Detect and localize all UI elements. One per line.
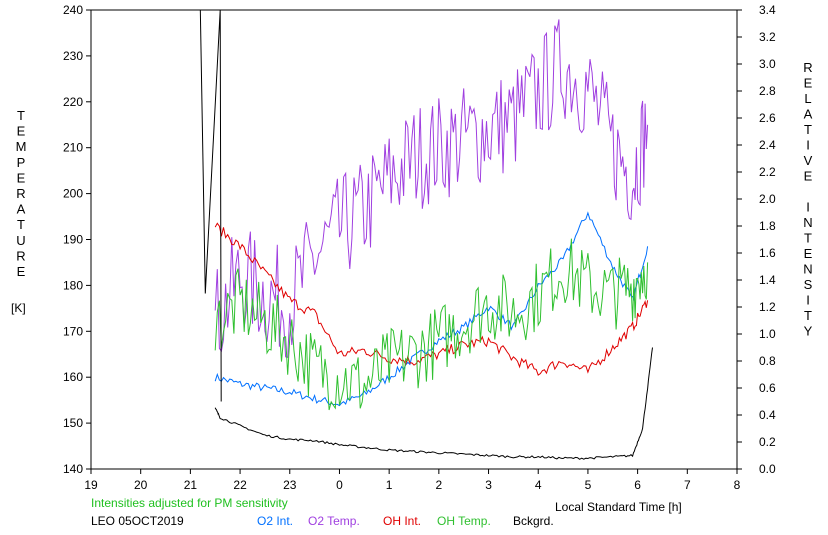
x-tick-label: 8 xyxy=(734,478,741,492)
right-tick-label: 0.0 xyxy=(759,462,776,476)
right-tick-label: 1.8 xyxy=(759,219,776,233)
right-tick-label: 0.2 xyxy=(759,435,776,449)
x-tick-label: 0 xyxy=(336,478,343,492)
left-tick-label: 210 xyxy=(63,141,83,155)
right-axis-title-letter: A xyxy=(804,107,813,122)
series-line-o2-temp- xyxy=(214,19,649,359)
x-tick-label: 3 xyxy=(485,478,492,492)
left-tick-label: 190 xyxy=(63,233,83,247)
x-tick-label: 22 xyxy=(233,478,247,492)
left-axis-title-letter: E xyxy=(17,170,26,185)
left-axis-title-letter: T xyxy=(17,217,25,232)
left-axis-title-letter: U xyxy=(16,233,25,248)
left-tick-label: 220 xyxy=(63,95,83,109)
plot-area xyxy=(199,9,653,460)
left-axis-title-letter: M xyxy=(16,139,27,154)
left-tick-label: 140 xyxy=(63,462,83,476)
right-tick-label: 2.0 xyxy=(759,192,776,206)
left-axis-title-letter: R xyxy=(16,248,25,263)
series-line-oh-temp- xyxy=(214,238,649,411)
x-axis-title: Local Standard Time [h] xyxy=(555,500,682,514)
right-tick-label: 2.6 xyxy=(759,111,776,125)
x-tick-label: 6 xyxy=(634,478,641,492)
right-tick-label: 3.4 xyxy=(759,3,776,17)
right-axis-title-letter: I xyxy=(806,200,810,215)
left-axis-unit: [K] xyxy=(11,301,26,315)
right-tick-label: 2.8 xyxy=(759,84,776,98)
legend-oh-int: OH Int. xyxy=(383,514,421,528)
left-axis-title-letter: T xyxy=(17,108,25,123)
series-line-bckgrd- xyxy=(214,347,653,460)
left-axis-title-letter: E xyxy=(17,264,26,279)
series-line-oh-int- xyxy=(214,222,649,376)
x-tick-label: 4 xyxy=(535,478,542,492)
right-tick-label: 3.0 xyxy=(759,57,776,71)
left-tick-label: 230 xyxy=(63,49,83,63)
right-axis-title-letter: E xyxy=(804,169,813,184)
right-axis-title-letter: N xyxy=(803,262,812,277)
right-axis-title-letter: E xyxy=(804,246,813,261)
right-tick-label: 0.8 xyxy=(759,354,776,368)
right-axis-title-letter: T xyxy=(804,122,812,137)
x-tick-label: 5 xyxy=(585,478,592,492)
right-axis-title-letter: R xyxy=(803,60,812,75)
left-tick-label: 240 xyxy=(63,3,83,17)
x-tick-label: 7 xyxy=(684,478,691,492)
right-axis-title-letter: T xyxy=(804,308,812,323)
right-axis-title-letter: I xyxy=(806,293,810,308)
right-tick-label: 1.0 xyxy=(759,327,776,341)
background-twilight-spike xyxy=(199,9,222,402)
right-axis-title-letter: T xyxy=(804,231,812,246)
left-axis-title-letter: E xyxy=(17,124,26,139)
x-tick-label: 23 xyxy=(283,478,297,492)
left-axis-title-letter: A xyxy=(17,202,26,217)
x-tick-label: 20 xyxy=(134,478,148,492)
right-axis-title-letter: L xyxy=(804,91,811,106)
left-axis-title-letter: R xyxy=(16,186,25,201)
right-tick-label: 1.4 xyxy=(759,273,776,287)
left-tick-label: 200 xyxy=(63,187,83,201)
series-line-o2-int- xyxy=(214,211,649,407)
x-tick-label: 1 xyxy=(386,478,393,492)
left-tick-label: 180 xyxy=(63,278,83,292)
right-axis-title-letter: V xyxy=(804,153,813,168)
axis-ticks: 1401501601701801902002102202302400.00.20… xyxy=(16,3,813,492)
legend-background: Bckgrd. xyxy=(513,514,554,528)
right-tick-label: 0.6 xyxy=(759,381,776,395)
right-axis-title-letter: E xyxy=(804,76,813,91)
right-axis-title-letter: S xyxy=(804,277,813,292)
right-tick-label: 0.4 xyxy=(759,408,776,422)
left-tick-label: 170 xyxy=(63,324,83,338)
left-axis-title-letter: P xyxy=(17,155,26,170)
legend-o2-temp: O2 Temp. xyxy=(308,514,360,528)
right-axis-title-letter: N xyxy=(803,215,812,230)
x-tick-label: 19 xyxy=(84,478,98,492)
sensitivity-note: Intensities adjusted for PM sensitivity xyxy=(91,496,288,510)
right-axis-title-letter: I xyxy=(806,138,810,153)
x-tick-label: 21 xyxy=(184,478,198,492)
right-tick-label: 3.2 xyxy=(759,30,776,44)
right-axis-title-letter: Y xyxy=(804,324,813,339)
right-tick-label: 2.4 xyxy=(759,138,776,152)
right-tick-label: 2.2 xyxy=(759,165,776,179)
x-tick-label: 2 xyxy=(436,478,443,492)
legend-o2-int: O2 Int. xyxy=(257,514,293,528)
station-label: LEO 05OCT2019 xyxy=(91,514,184,528)
left-tick-label: 160 xyxy=(63,370,83,384)
left-tick-label: 150 xyxy=(63,416,83,430)
right-tick-label: 1.6 xyxy=(759,246,776,260)
right-tick-label: 1.2 xyxy=(759,300,776,314)
legend-oh-temp: OH Temp. xyxy=(437,514,491,528)
